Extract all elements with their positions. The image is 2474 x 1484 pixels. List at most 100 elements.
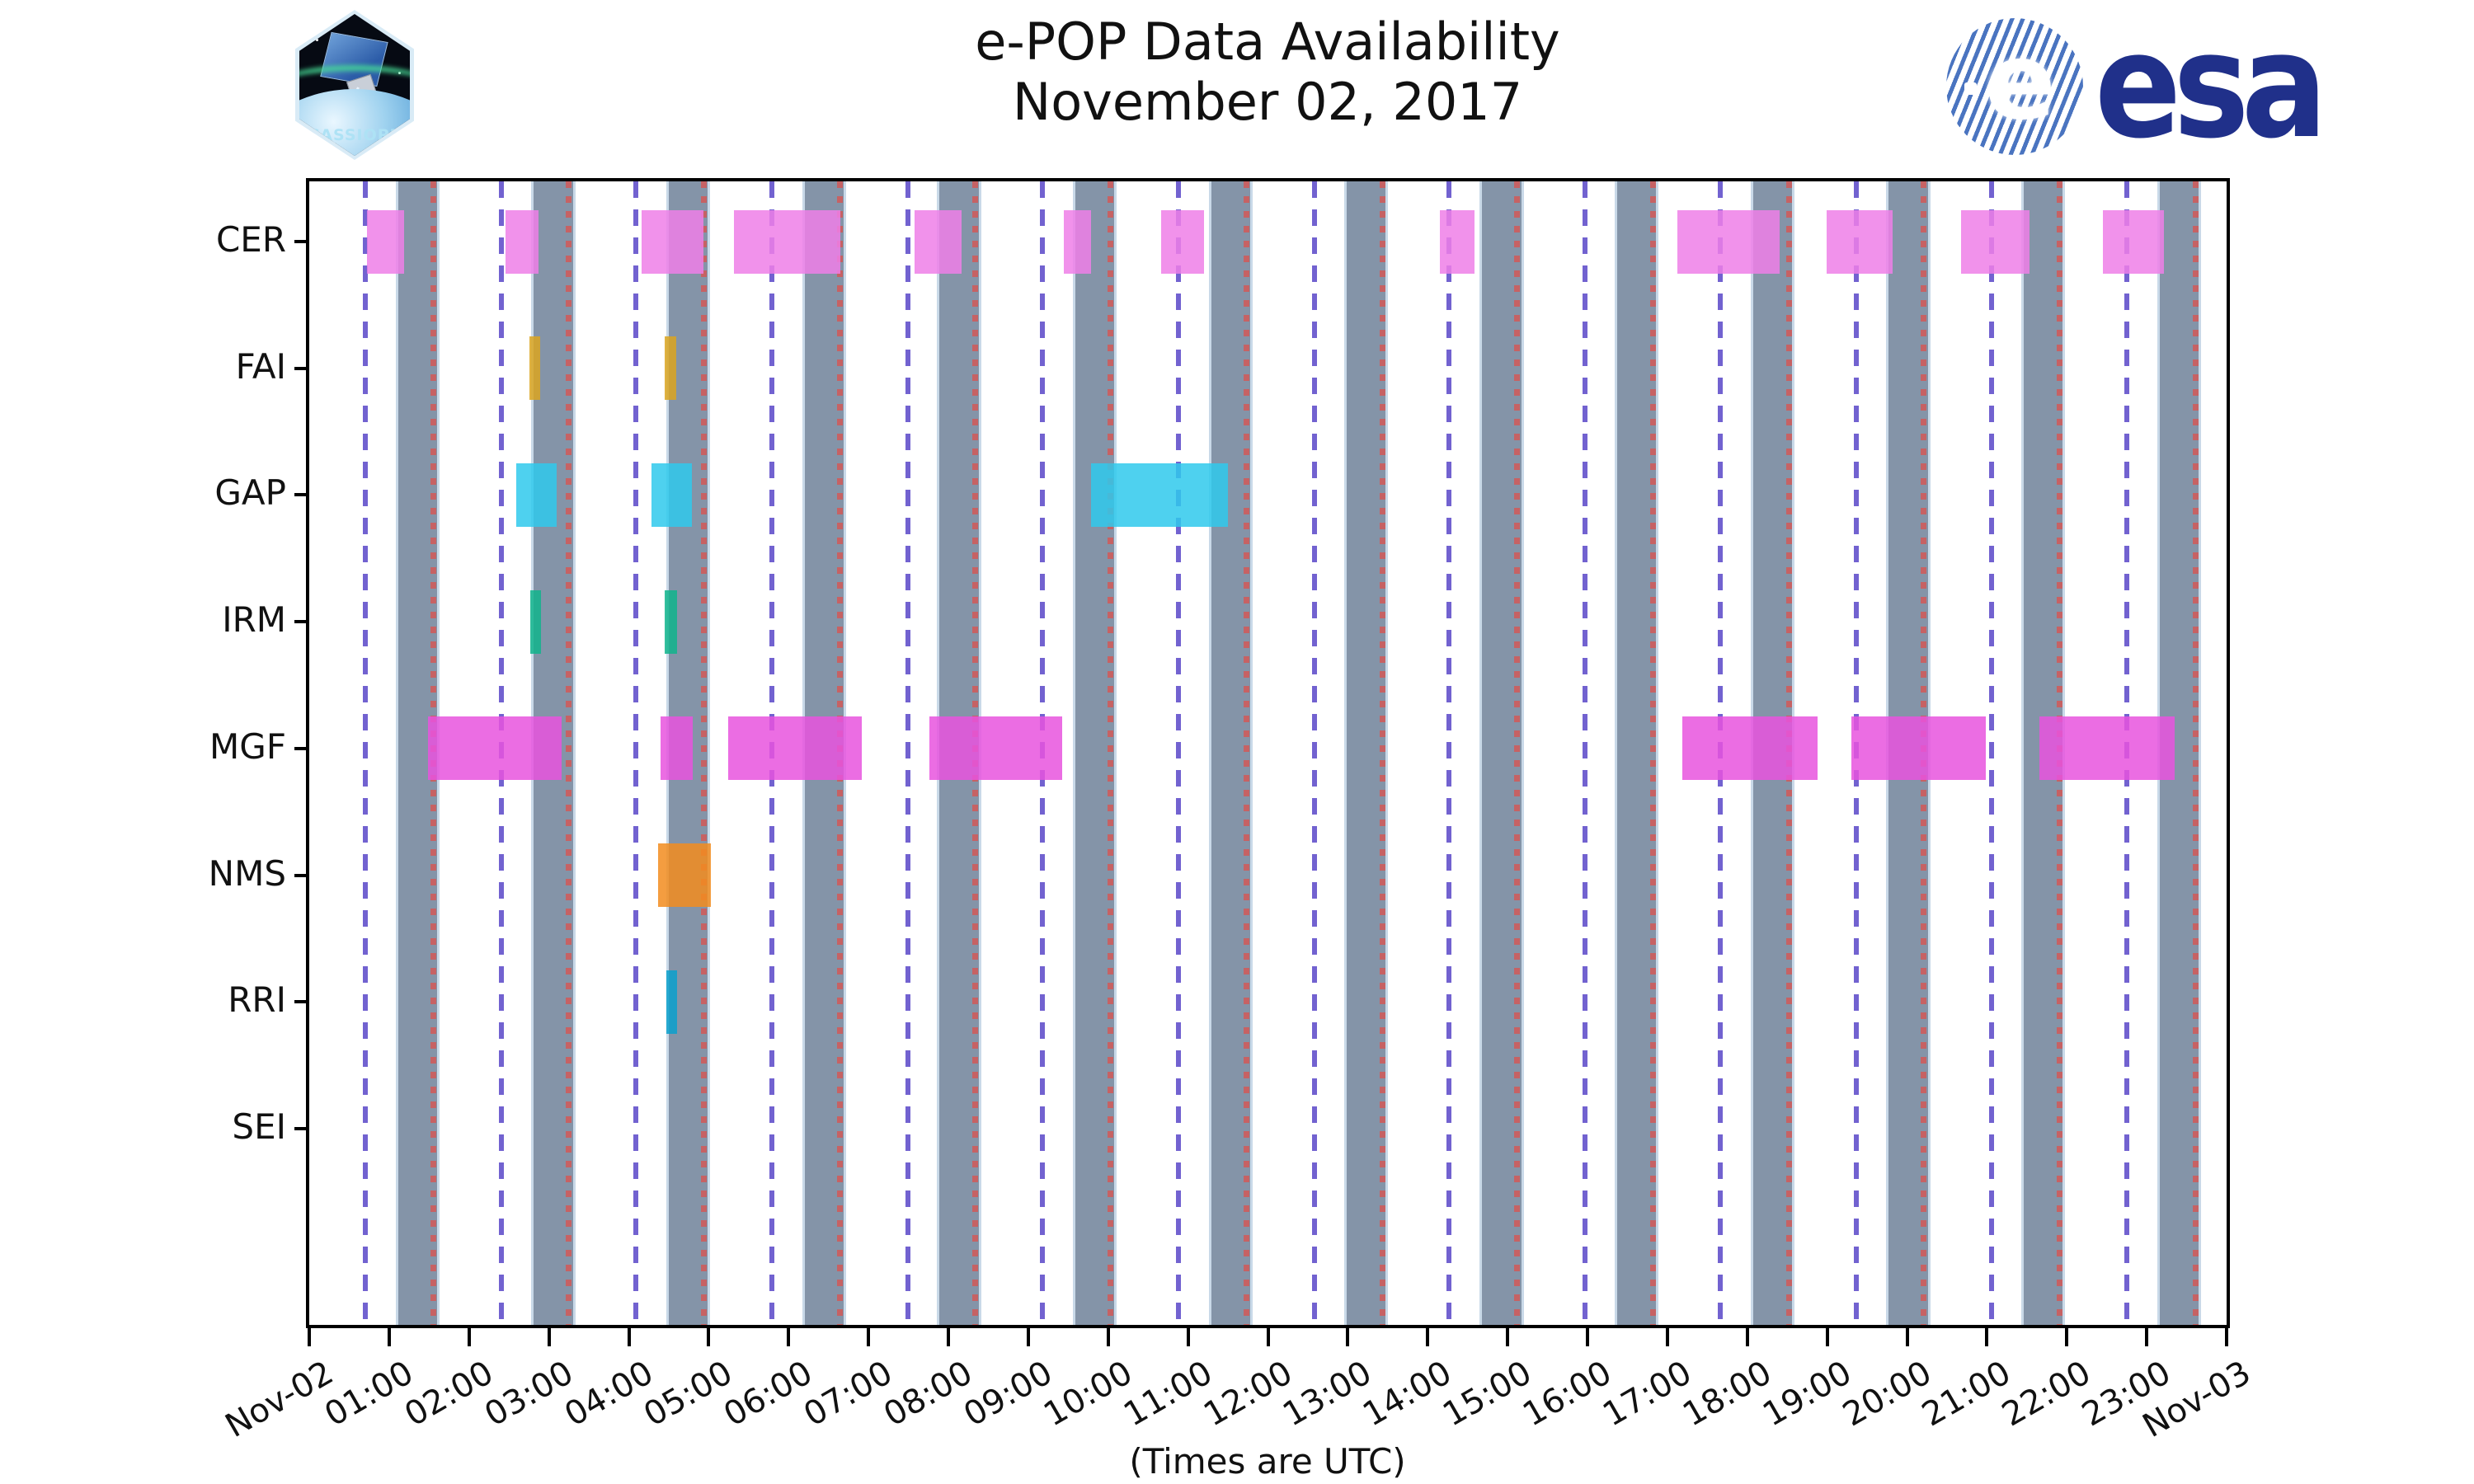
apogee-line	[1311, 181, 1317, 1325]
x-tick	[1665, 1328, 1669, 1346]
x-tick-label: 18:00	[1676, 1354, 1778, 1435]
x-tick	[1346, 1328, 1350, 1346]
availability-bar-FAI	[529, 336, 540, 401]
x-tick-label: 05:00	[637, 1354, 740, 1435]
x-tick	[547, 1328, 551, 1346]
x-tick	[1026, 1328, 1030, 1346]
row-label-FAI: FAI	[235, 345, 286, 387]
x-tick-label: 17:00	[1597, 1354, 1698, 1435]
x-tick-label: 19:00	[1756, 1354, 1858, 1435]
x-tick	[387, 1328, 391, 1346]
availability-bar-CER	[1677, 209, 1780, 274]
availability-bar-CER	[642, 209, 703, 274]
x-tick	[1985, 1328, 1989, 1346]
x-tick	[1266, 1328, 1270, 1346]
apogee-line	[1446, 181, 1452, 1325]
x-tick	[947, 1328, 950, 1346]
cassiope-mission-patch: CASSIOPE	[295, 10, 414, 160]
availability-bar-RRI	[666, 970, 677, 1034]
x-tick-label: 13:00	[1277, 1354, 1379, 1435]
availability-bar-MGF	[727, 716, 863, 781]
x-tick	[2145, 1328, 2149, 1346]
x-axis-caption: (Times are UTC)	[1129, 1441, 1406, 1482]
availability-bar-CER	[366, 209, 405, 274]
y-tick	[294, 240, 309, 243]
x-tick-label: 21:00	[1916, 1354, 2018, 1435]
title-block: e-POP Data Availability November 02, 201…	[975, 12, 1560, 132]
x-tick-label: 10:00	[1037, 1354, 1139, 1435]
availability-bar-GAP	[1091, 463, 1229, 527]
x-tick-label: 07:00	[797, 1354, 900, 1435]
availability-bar-MGF	[929, 716, 1062, 781]
apogee-line	[1176, 181, 1181, 1325]
perigee-line	[701, 181, 708, 1325]
availability-bar-GAP	[651, 463, 693, 527]
availability-bar-MGF	[1682, 716, 1818, 781]
x-tick-label: 16:00	[1517, 1354, 1618, 1435]
esa-e-glyph: e	[1984, 20, 2057, 143]
esa-wordmark: esa	[2095, 1, 2327, 171]
row-label-NMS: NMS	[208, 852, 286, 894]
x-tick	[867, 1328, 871, 1346]
row-label-MGF: MGF	[209, 726, 286, 767]
x-tick	[467, 1328, 471, 1346]
x-tick-label: 02:00	[397, 1354, 500, 1435]
esa-globe-icon: e	[1946, 18, 2083, 155]
perigee-line	[1243, 181, 1249, 1325]
x-tick-label: 09:00	[957, 1354, 1059, 1435]
row-label-RRI: RRI	[228, 979, 286, 1021]
y-tick	[294, 620, 309, 624]
availability-bar-MGF	[1851, 716, 1987, 781]
y-tick	[294, 873, 309, 877]
availability-bar-CER	[1439, 209, 1475, 274]
y-tick	[294, 1000, 309, 1004]
x-tick	[2225, 1328, 2228, 1346]
availability-bar-MGF	[2039, 716, 2175, 781]
x-tick-label: 20:00	[1836, 1354, 1938, 1435]
x-tick-label: 03:00	[477, 1354, 580, 1435]
perigee-line	[1649, 181, 1656, 1325]
x-tick-label: 14:00	[1357, 1354, 1459, 1435]
availability-bar-CER	[734, 209, 841, 274]
apogee-line	[633, 181, 639, 1325]
availability-bar-NMS	[658, 843, 712, 907]
x-tick	[1106, 1328, 1110, 1346]
perigee-line	[566, 181, 572, 1325]
y-tick	[294, 366, 309, 370]
availability-bar-IRM	[665, 589, 677, 654]
apogee-line	[1583, 181, 1588, 1325]
x-tick	[1186, 1328, 1190, 1346]
row-label-SEI: SEI	[232, 1106, 286, 1147]
x-tick	[1745, 1328, 1749, 1346]
esa-logo: e esa	[1946, 1, 2350, 171]
availability-bar-CER	[1961, 209, 2030, 274]
availability-bar-CER	[1063, 209, 1092, 274]
availability-bar-IRM	[530, 589, 541, 654]
perigee-line	[1514, 181, 1521, 1325]
y-tick	[294, 746, 309, 750]
row-label-GAP: GAP	[214, 472, 286, 514]
page-title: e-POP Data Availability	[975, 12, 1560, 72]
availability-bar-MGF	[661, 716, 693, 781]
x-tick	[1586, 1328, 1589, 1346]
perigee-line	[1379, 181, 1385, 1325]
plot-area: ApogeePerigeePenumbraUmbra	[309, 181, 2227, 1325]
x-tick-label: 11:00	[1117, 1354, 1219, 1435]
availability-bar-CER	[1826, 209, 1893, 274]
x-tick-label: 12:00	[1197, 1354, 1299, 1435]
x-tick-label: 06:00	[717, 1354, 820, 1435]
availability-bar-CER	[1160, 209, 1204, 274]
x-tick	[2065, 1328, 2069, 1346]
availability-bar-GAP	[515, 463, 557, 527]
y-tick	[294, 493, 309, 497]
availability-bar-CER	[2102, 209, 2165, 274]
x-tick	[308, 1328, 311, 1346]
x-tick-label: 22:00	[1996, 1354, 2098, 1435]
page-subtitle: November 02, 2017	[1012, 72, 1523, 133]
availability-bar-FAI	[665, 336, 676, 401]
apogee-line	[362, 181, 368, 1325]
x-tick-label: 01:00	[318, 1354, 420, 1435]
patch-hexagon: CASSIOPE	[299, 14, 410, 156]
apogee-line	[905, 181, 910, 1325]
